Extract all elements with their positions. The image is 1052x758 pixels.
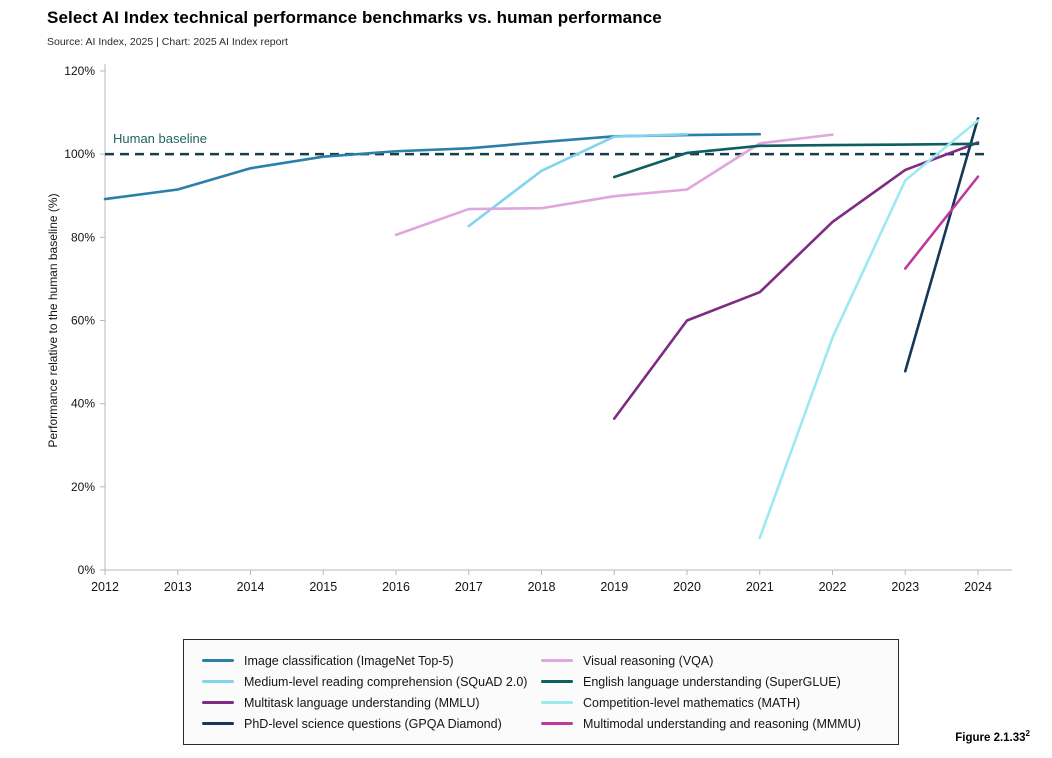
legend-swatch xyxy=(202,680,234,683)
legend-item: PhD-level science questions (GPQA Diamon… xyxy=(202,713,541,734)
y-tick-label: 80% xyxy=(71,230,95,244)
figure-label-footnote: 2 xyxy=(1025,729,1030,738)
x-tick-label: 2024 xyxy=(964,580,992,594)
y-axis-title: Performance relative to the human baseli… xyxy=(46,193,60,447)
legend-swatch xyxy=(541,659,573,662)
series-line-6 xyxy=(758,119,980,540)
x-tick-label: 2017 xyxy=(455,580,483,594)
x-tick-label: 2020 xyxy=(673,580,701,594)
human-baseline-label: Human baseline xyxy=(113,131,207,146)
x-tick-label: 2016 xyxy=(382,580,410,594)
legend-swatch xyxy=(202,659,234,662)
y-tick-label: 100% xyxy=(64,147,95,161)
legend-swatch xyxy=(541,722,573,725)
series-line-2 xyxy=(612,141,980,420)
x-tick-label: 2023 xyxy=(891,580,919,594)
legend-column: Visual reasoning (VQA) English language u… xyxy=(541,650,880,734)
legend-item: English language understanding (SuperGLU… xyxy=(541,671,880,692)
legend-item: Image classification (ImageNet Top-5) xyxy=(202,650,541,671)
x-tick-label: 2013 xyxy=(164,580,192,594)
legend-label: Image classification (ImageNet Top-5) xyxy=(244,653,454,668)
series-line-1 xyxy=(467,132,689,228)
legend-label: English language understanding (SuperGLU… xyxy=(583,674,841,689)
legend-item: Visual reasoning (VQA) xyxy=(541,650,880,671)
line-chart: 0% 20% 40% 60% 80% 100% 120% 2012 2013 2014 2015 20… xyxy=(46,64,1012,594)
legend-label: Multimodal understanding and reasoning (… xyxy=(583,716,861,731)
legend-swatch xyxy=(541,701,573,704)
chart-title: Select AI Index technical performance be… xyxy=(47,8,662,27)
y-tick-label: 120% xyxy=(64,64,95,78)
legend-column: Image classification (ImageNet Top-5) Med… xyxy=(202,650,541,734)
legend-label: Competition-level mathematics (MATH) xyxy=(583,695,801,710)
legend-item: Competition-level mathematics (MATH) xyxy=(541,692,880,713)
legend-item: Medium-level reading comprehension (SQuA… xyxy=(202,671,541,692)
x-tick-label: 2018 xyxy=(528,580,556,594)
series-line-4 xyxy=(394,133,834,237)
legend-label: PhD-level science questions (GPQA Diamon… xyxy=(244,716,502,731)
y-tick-label: 60% xyxy=(71,314,95,328)
legend-swatch xyxy=(541,680,573,683)
x-tick-label: 2019 xyxy=(600,580,628,594)
legend-label: Medium-level reading comprehension (SQuA… xyxy=(244,674,528,689)
x-tick-label: 2022 xyxy=(819,580,847,594)
series-line-7 xyxy=(903,175,980,270)
x-tick-label: 2015 xyxy=(309,580,337,594)
y-tick-label: 40% xyxy=(71,397,95,411)
series-line-3 xyxy=(903,117,980,373)
x-tick-label: 2021 xyxy=(746,580,774,594)
legend-label: Visual reasoning (VQA) xyxy=(583,653,714,668)
legend-item: Multimodal understanding and reasoning (… xyxy=(541,713,880,734)
x-tick-label: 2014 xyxy=(237,580,265,594)
legend-item: Multitask language understanding (MMLU) xyxy=(202,692,541,713)
chart-legend: Image classification (ImageNet Top-5) Med… xyxy=(183,639,899,745)
chart-source: Source: AI Index, 2025 | Chart: 2025 AI … xyxy=(47,36,288,48)
legend-label: Multitask language understanding (MMLU) xyxy=(244,695,480,710)
y-tick-label: 20% xyxy=(71,480,95,494)
figure-label-text: Figure 2.1.33 xyxy=(955,731,1026,744)
figure-label: Figure 2.1.332 xyxy=(955,729,1030,744)
series-line-5 xyxy=(612,142,980,179)
legend-swatch xyxy=(202,701,234,704)
x-tick-label: 2012 xyxy=(91,580,119,594)
y-tick-label: 0% xyxy=(78,563,96,577)
legend-swatch xyxy=(202,722,234,725)
